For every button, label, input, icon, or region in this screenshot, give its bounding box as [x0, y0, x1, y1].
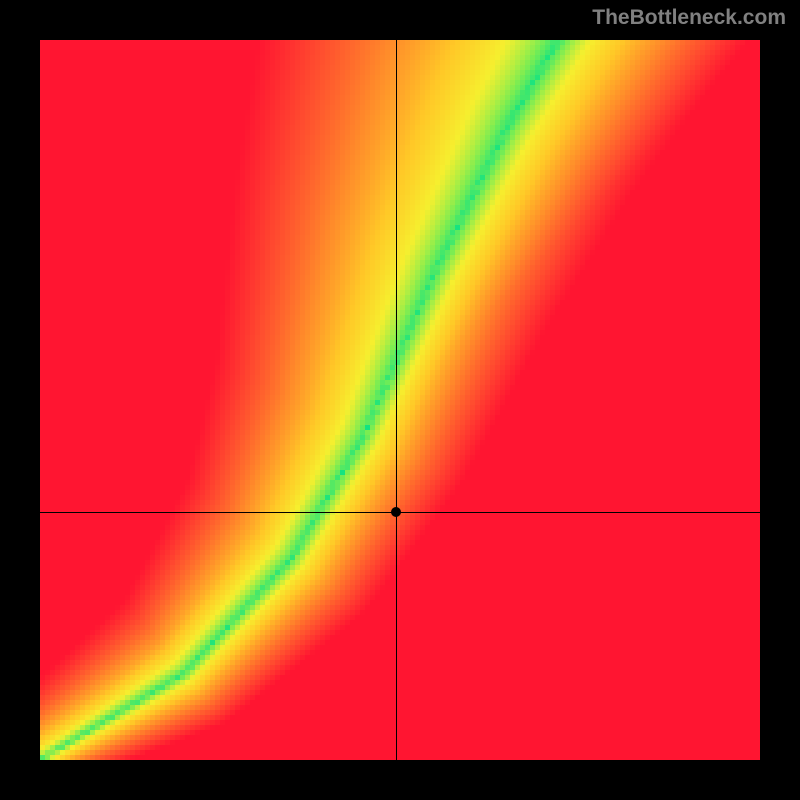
crosshair-marker [391, 507, 401, 517]
watermark-text: TheBottleneck.com [592, 6, 786, 30]
plot-area [40, 40, 760, 760]
heatmap-canvas [40, 40, 760, 760]
crosshair-vertical [396, 40, 397, 760]
